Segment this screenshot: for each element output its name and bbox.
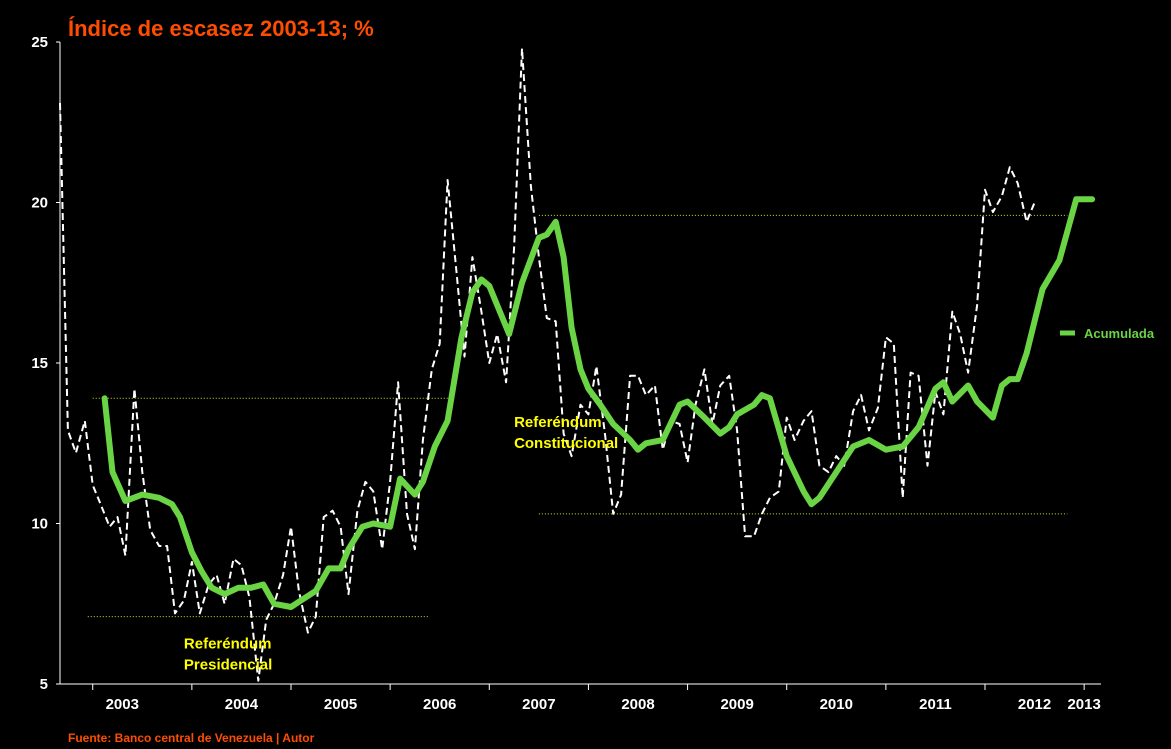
source-note: Fuente: Banco central de Venezuela | Aut… (68, 731, 315, 745)
x-tick-label: 2012 (1018, 696, 1051, 713)
y-tick-label: 25 (31, 34, 48, 51)
y-tick-label: 15 (31, 355, 48, 372)
annotation-line: Referéndum (514, 414, 602, 431)
y-tick-label: 10 (31, 516, 48, 533)
x-tick-label: 2010 (820, 696, 853, 713)
chart-title: Índice de escasez 2003-13; % (68, 16, 374, 41)
x-tick-label: 2007 (522, 696, 555, 713)
legend: Acumulada (1060, 326, 1155, 341)
x-tick-label: 2009 (720, 696, 753, 713)
reference-lines (87, 214, 1068, 618)
x-tick-label: 2003 (106, 696, 139, 713)
x-tick-label: 2013 (1067, 696, 1100, 713)
annotation-label: Referéndum Presidencial (184, 636, 272, 674)
x-tick-label: 2004 (225, 696, 259, 713)
annotation-line: Presidencial (184, 657, 272, 674)
annotation-line: Constitucional (514, 435, 618, 452)
y-tick-label: 20 (31, 195, 48, 212)
legend-label-accumulada: Acumulada (1084, 326, 1155, 341)
annotation-line: Referéndum (184, 636, 272, 653)
x-tick-label: 2008 (621, 696, 654, 713)
y-tick-label: 5 (40, 676, 48, 693)
annotation-label: Referéndum Constitucional (514, 414, 618, 452)
axes: 5 10 15 20 25 2003 2004 2005 2006 2007 2008 2009 201… (31, 34, 1101, 713)
x-tick-label: 2005 (324, 696, 357, 713)
annotations: Referéndum Presidencial Referéndum Constitu… (184, 414, 618, 673)
series-layer (59, 47, 1096, 682)
series-line-accumulada (101, 196, 1096, 610)
x-tick-label: 2011 (919, 696, 952, 713)
series-line-monthly (59, 47, 1036, 682)
x-tick-label: 2006 (423, 696, 456, 713)
